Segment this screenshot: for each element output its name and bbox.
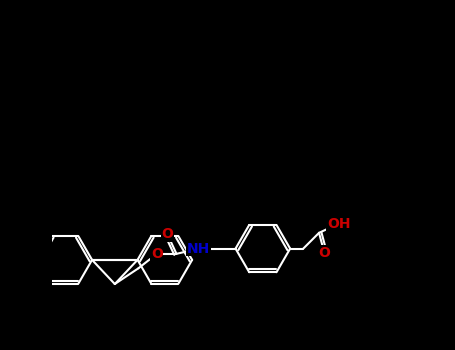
Text: NH: NH bbox=[187, 241, 210, 255]
Text: OH: OH bbox=[327, 217, 350, 231]
Text: O: O bbox=[151, 247, 163, 261]
Text: O: O bbox=[162, 227, 173, 241]
Text: O: O bbox=[318, 246, 330, 260]
